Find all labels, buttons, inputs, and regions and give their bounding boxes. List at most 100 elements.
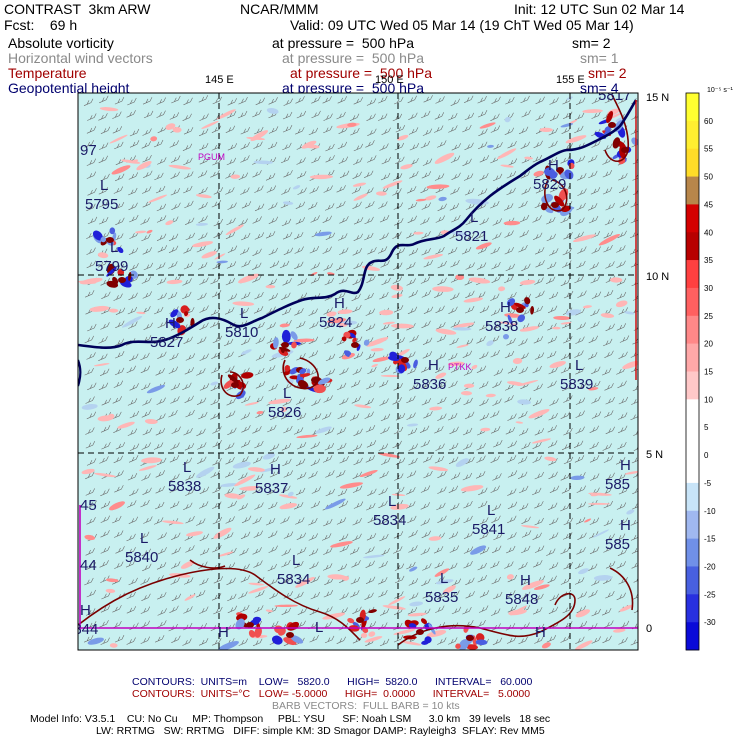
- vorticity-blob: [165, 123, 176, 130]
- vorticity-blob: [391, 323, 414, 329]
- vorticity-blob: [99, 107, 119, 112]
- colorbar-level: 15: [704, 368, 713, 377]
- colorbar-level: 10: [704, 395, 713, 404]
- temperature-contour: [220, 371, 245, 397]
- height-center-type: L: [487, 502, 495, 519]
- field-name-height: Geopotential height: [8, 80, 130, 96]
- vorticity-blob: [512, 357, 523, 365]
- vorticity-blob: [256, 410, 264, 415]
- vorticity-blob: [144, 418, 158, 425]
- contours-temp-info: CONTOURS: UNITS=°C LOW= -5.0000 HIGH= 0.…: [132, 688, 531, 700]
- vorticity-blob: [291, 341, 297, 349]
- vorticity-blob: [225, 224, 244, 236]
- temperature-contour: [544, 179, 568, 212]
- vorticity-blob: [234, 474, 256, 487]
- vorticity-blob: [393, 628, 416, 635]
- vorticity-blob: [504, 116, 511, 123]
- vorticity-blob: [241, 349, 252, 355]
- vorticity-blob: [327, 574, 347, 580]
- vorticity-blob: [352, 337, 357, 343]
- vorticity-blob: [100, 236, 107, 243]
- model-info-line1: Model Info: V3.5.1 CU: No Cu MP: Thompso…: [30, 713, 551, 725]
- vorticity-blob: [619, 604, 633, 612]
- vorticity-blob: [121, 159, 141, 164]
- vorticity-blob: [541, 642, 551, 649]
- vorticity-core: [281, 342, 289, 348]
- field-level-wind: at pressure = 500 hPa: [282, 50, 425, 66]
- vorticity-blob: [371, 363, 379, 368]
- vorticity-blob: [402, 641, 422, 646]
- vorticity-blob: [407, 423, 419, 427]
- vorticity-blob: [341, 336, 347, 342]
- vorticity-blob: [148, 194, 168, 203]
- vorticity-blob: [434, 568, 450, 577]
- vorticity-blob: [533, 170, 544, 177]
- height-center-type: L: [388, 493, 396, 510]
- vorticity-blob: [342, 575, 350, 581]
- field-name-vorticity: Absolute vorticity: [8, 35, 114, 51]
- height-center-value: 5821: [455, 228, 488, 245]
- field-sm-height: sm= 4: [580, 80, 619, 96]
- vorticity-blob: [390, 284, 404, 291]
- vorticity-blob: [540, 202, 548, 211]
- vorticity-blob: [295, 576, 315, 588]
- colorbar-swatch: [686, 455, 699, 484]
- height-center-value: 585: [605, 536, 630, 553]
- colorbar-swatch: [686, 93, 699, 122]
- vorticity-blob: [364, 636, 383, 643]
- vorticity-blob: [471, 364, 478, 370]
- colorbar-unit: 10⁻⁵ s⁻¹: [707, 87, 734, 94]
- vorticity-blob: [248, 629, 256, 638]
- vorticity-blob: [297, 379, 309, 390]
- vorticity-blob: [352, 621, 360, 628]
- vorticity-blob: [315, 426, 332, 434]
- vorticity-blob: [313, 384, 326, 394]
- vorticity-blob: [391, 293, 403, 299]
- vorticity-blob: [268, 398, 291, 405]
- vorticity-blob: [223, 379, 235, 389]
- height-center-type: L: [575, 357, 583, 374]
- vorticity-blob: [508, 609, 527, 616]
- vorticity-blob: [141, 457, 162, 464]
- vorticity-blob: [220, 483, 238, 487]
- vorticity-blob: [421, 640, 429, 645]
- colorbar-level: -5: [704, 479, 712, 488]
- temperature-contour: [78, 567, 361, 641]
- height-center-value: 5799: [95, 258, 128, 275]
- vorticity-blob: [161, 520, 184, 525]
- vorticity-blob: [390, 503, 409, 510]
- vorticity-blob: [423, 254, 443, 260]
- vorticity-blob: [519, 326, 540, 332]
- height-center-type: L: [470, 209, 478, 226]
- vorticity-blob: [236, 613, 248, 622]
- vorticity-blob: [304, 144, 320, 149]
- vorticity-blob: [612, 137, 621, 149]
- vorticity-blob: [146, 229, 153, 234]
- vorticity-blob: [458, 639, 469, 650]
- vorticity-blob: [363, 554, 385, 559]
- field-level-height: at pressure = 500 hPa: [282, 80, 425, 96]
- height-center-value: 5839: [560, 376, 593, 393]
- vorticity-blob: [382, 180, 403, 189]
- vorticity-blob: [274, 604, 298, 608]
- vorticity-blob: [626, 509, 635, 515]
- vorticity-blob: [299, 368, 307, 375]
- vorticity-blob: [227, 374, 239, 384]
- vorticity-blob: [278, 494, 298, 499]
- colorbar-level: -30: [704, 618, 716, 627]
- vorticity-core: [176, 317, 184, 323]
- vorticity-blob: [322, 612, 346, 620]
- vorticity-blob: [240, 487, 257, 491]
- field-sm-temperature: sm= 2: [588, 65, 627, 81]
- temperature-contour: [604, 94, 630, 163]
- vorticity-blob: [393, 360, 398, 365]
- vorticity-blob: [530, 306, 535, 315]
- temperature-contour: [609, 567, 634, 611]
- vorticity-blob: [170, 309, 179, 318]
- vorticity-blob: [500, 164, 514, 168]
- colorbar-level: -20: [704, 563, 716, 572]
- vorticity-blob: [271, 635, 283, 645]
- vorticity-blob: [570, 475, 585, 481]
- vorticity-blob: [600, 313, 615, 318]
- vorticity-blob: [463, 383, 475, 389]
